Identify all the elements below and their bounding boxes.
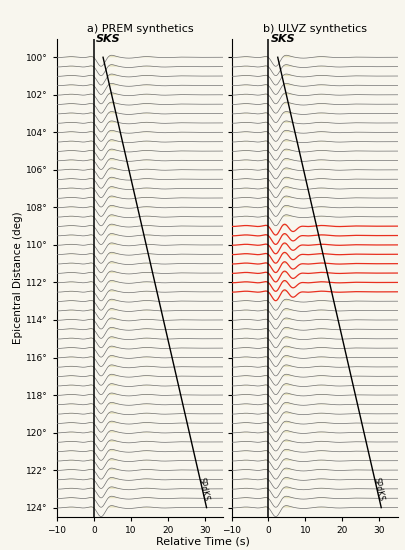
Text: SKS: SKS [96,34,120,44]
Title: a) PREM synthetics: a) PREM synthetics [87,24,193,34]
Y-axis label: Epicentral Distance (deg): Epicentral Distance (deg) [13,211,23,344]
Text: SPdKS: SPdKS [371,476,384,502]
Title: b) ULVZ synthetics: b) ULVZ synthetics [262,24,366,34]
Text: Relative Time (s): Relative Time (s) [156,536,249,547]
Text: SKS: SKS [270,34,294,44]
Text: SPdKS: SPdKS [196,476,210,502]
